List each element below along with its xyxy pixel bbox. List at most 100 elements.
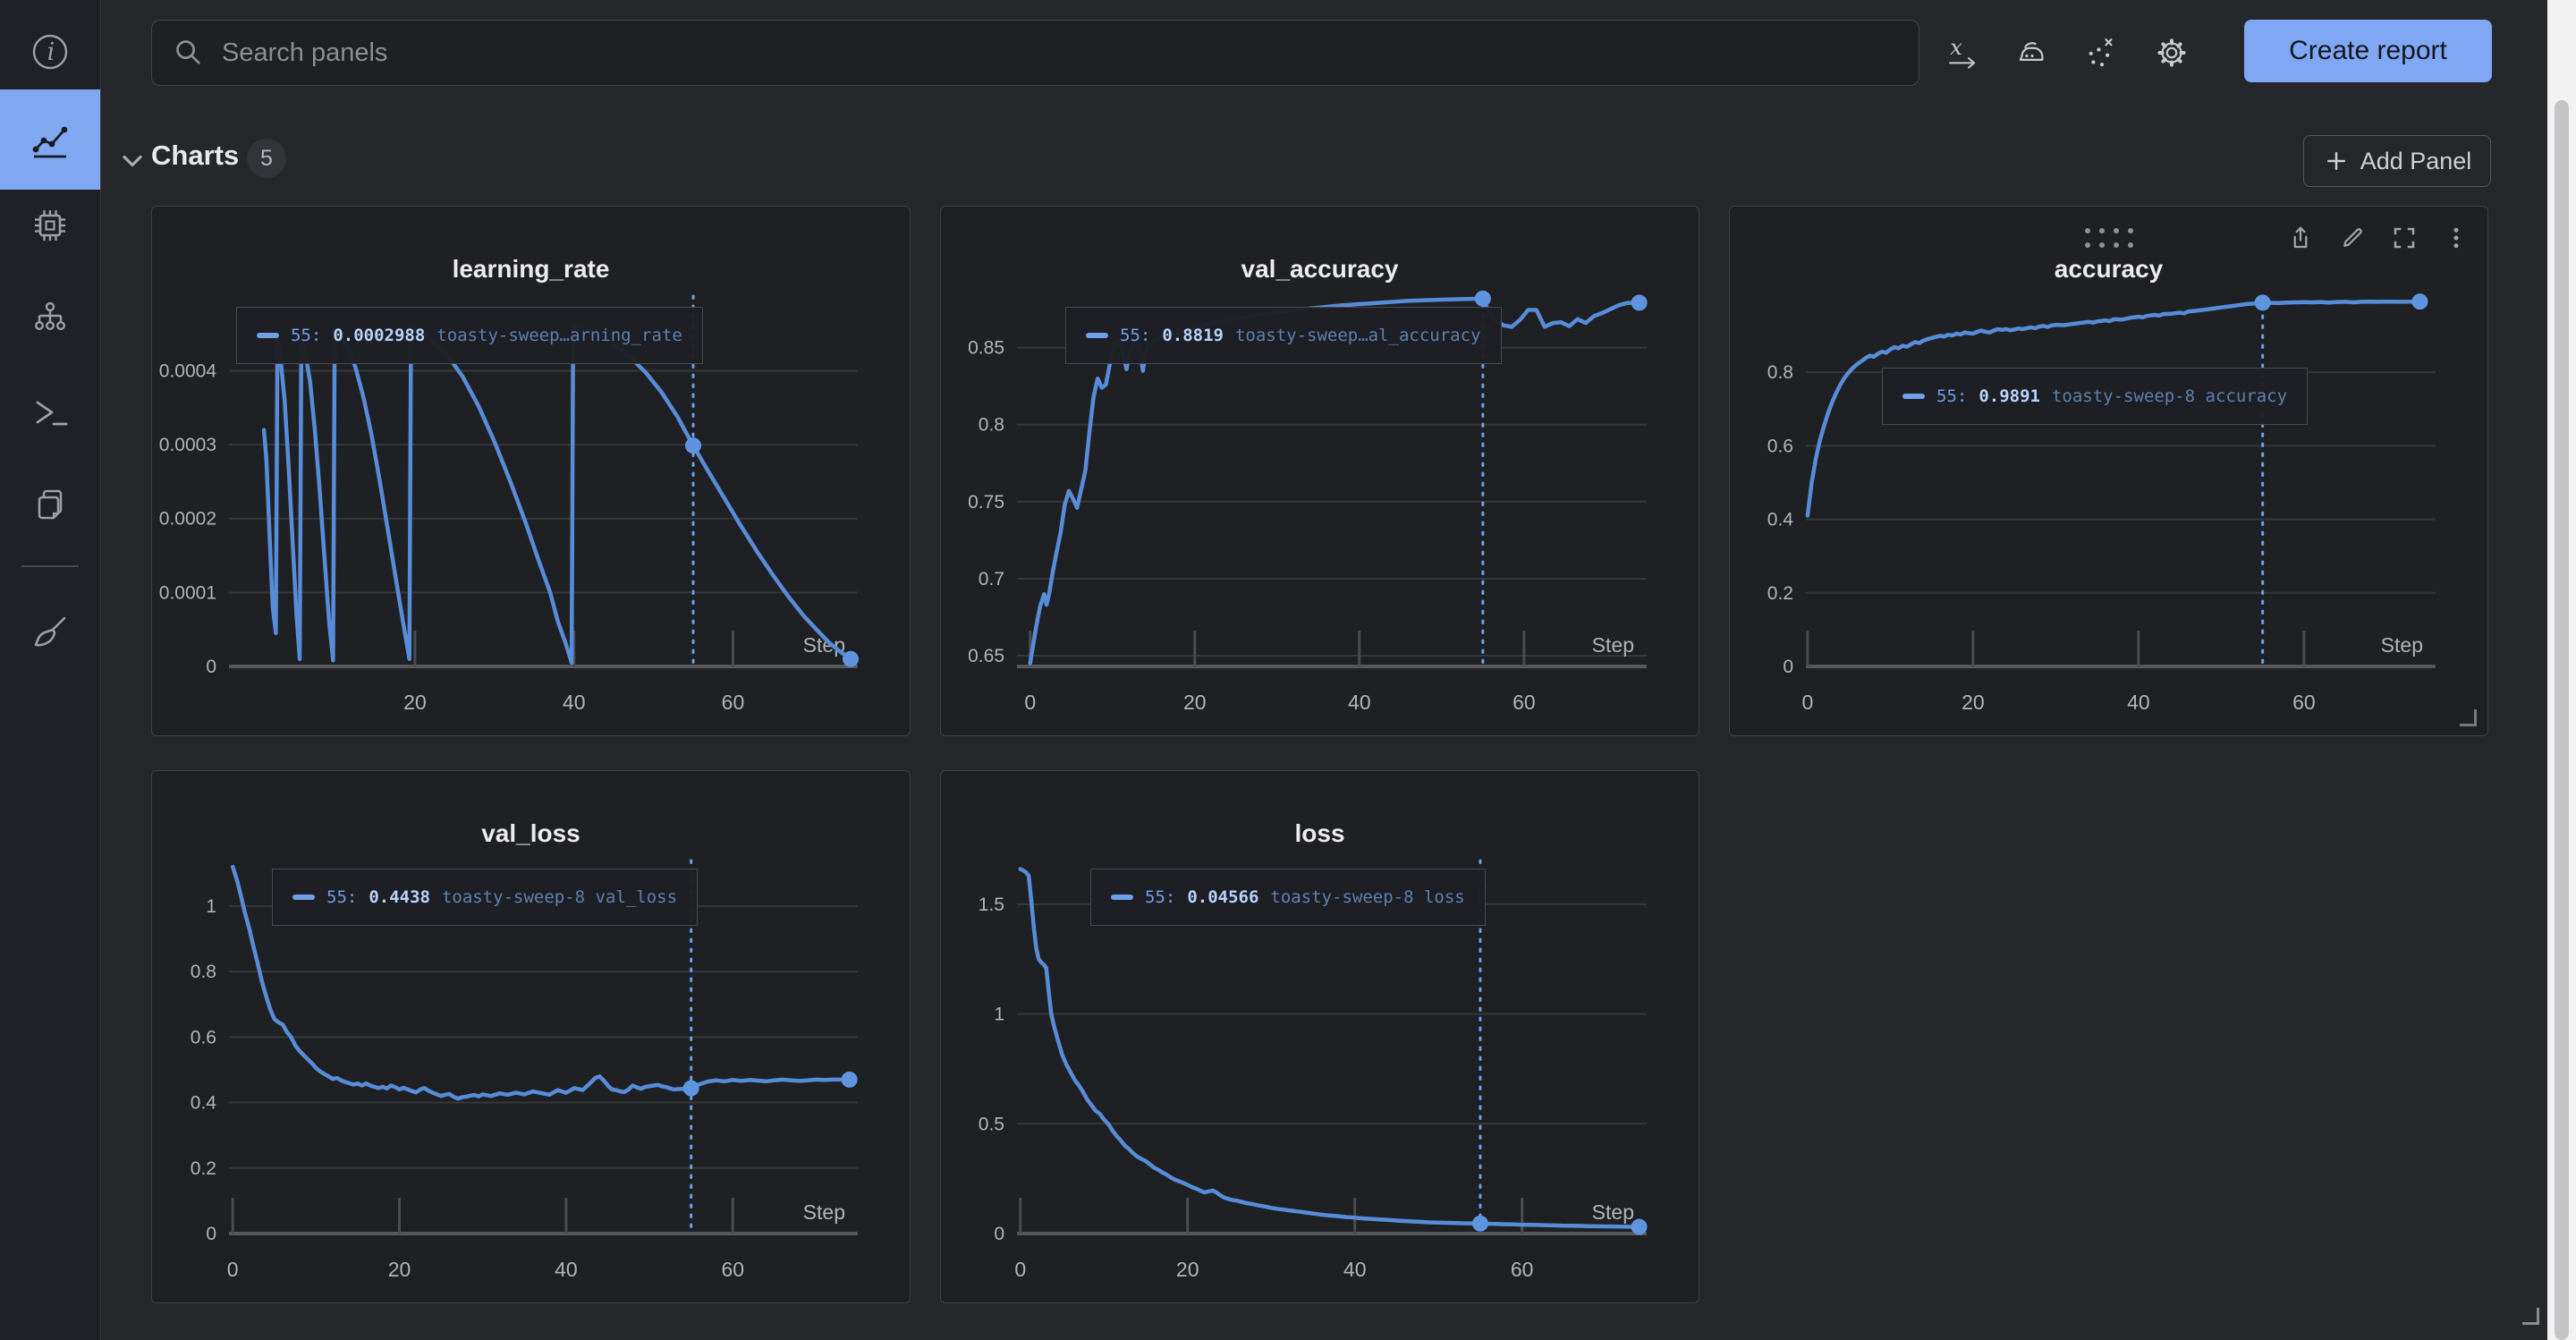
tooltip-step: 55: (291, 326, 322, 345)
x-tick-label: 20 (1183, 691, 1207, 714)
drag-handle-dots[interactable] (2084, 228, 2133, 248)
terminal-icon (29, 391, 72, 434)
sidebar-item-files-icon[interactable] (0, 463, 100, 546)
plus-icon (2326, 152, 2345, 170)
y-tick-label: 0.8 (979, 415, 1004, 436)
charts-section-header: Charts 5 Add Panel (0, 132, 2576, 190)
chart-title: loss (1294, 819, 1345, 847)
x-tick-label: 40 (1348, 691, 1371, 714)
x-tick-label: 0 (1024, 691, 1036, 714)
chart-plot: 1 0.8 0.6 0.4 0.2 00 20 40 60 Step (191, 859, 858, 1281)
tooltip-value: 0.9891 (1979, 386, 2040, 406)
x-tick-label: 60 (2292, 691, 2316, 714)
chip-icon (29, 204, 72, 247)
x-tick-label: 60 (1511, 1258, 1534, 1281)
sidebar-item-terminal-icon[interactable] (0, 371, 100, 454)
x-tick-label: 60 (721, 1258, 744, 1281)
panel-hover-toolbar (2285, 223, 2471, 253)
chart-panel-val_loss[interactable]: val_loss 1 0.8 0.6 0.4 0.2 0 0 20 40 60 Step 55: 0.44… (151, 770, 911, 1303)
sidebar-item-line-chart-icon[interactable] (0, 89, 100, 190)
y-tick-label: 0.75 (968, 492, 1004, 513)
y-tick-label: 0 (206, 657, 216, 677)
y-tick-label: 0.0002 (159, 509, 216, 530)
series-end-point (1631, 1218, 1648, 1235)
y-tick-label: 0.4 (191, 1093, 217, 1114)
create-report-button[interactable]: Create report (2244, 20, 2492, 82)
y-tick-label: 1 (994, 1005, 1004, 1025)
chart-tooltip: 55: 0.0002988 toasty-sweep…arning_rate (236, 307, 703, 364)
scrollbar-thumb[interactable] (2555, 100, 2569, 1340)
x-tick-label: 0 (227, 1258, 239, 1281)
y-tick-label: 0.7 (979, 569, 1004, 589)
tooltip-step: 55: (1145, 887, 1176, 907)
x-tick-label: 20 (1176, 1258, 1199, 1281)
tooltip-series-label: toasty-sweep-8 loss (1270, 887, 1465, 907)
y-tick-label: 0.8 (191, 962, 216, 982)
y-tick-label: 0.6 (191, 1027, 216, 1047)
search-panels-box[interactable] (151, 20, 1919, 86)
chart-plot: 0.8 0.6 0.4 0.2 00 20 40 60 Step (1767, 293, 2436, 714)
x-tick-label: 40 (1343, 1258, 1367, 1281)
chart-panel-loss[interactable]: loss 1.5 1 0.5 0 0 20 40 60 Step 55: 0.04566 toasty-… (940, 770, 1699, 1303)
y-tick-label: 0.2 (1767, 583, 1793, 604)
charts-section-title: Charts (151, 140, 240, 171)
panel-resize-handle[interactable] (2460, 709, 2477, 726)
y-tick-label: 0.5 (979, 1114, 1004, 1134)
x-tick-label: 0 (1801, 691, 1813, 714)
add-panel-button[interactable]: Add Panel (2303, 135, 2491, 187)
share-icon (2287, 225, 2314, 251)
fullscreen-icon (2391, 225, 2418, 251)
chart-tooltip: 55: 0.04566 toasty-sweep-8 loss (1090, 869, 1486, 926)
sidebar-item-chip-icon[interactable] (0, 184, 100, 267)
tooltip-step: 55: (1120, 326, 1151, 345)
model-tree-icon (29, 299, 72, 342)
svg-text:i: i (47, 38, 55, 66)
sidebar-item-broom-icon[interactable] (0, 591, 100, 674)
scatter-x-icon-button[interactable] (2079, 30, 2125, 76)
chart-panel-learning_rate[interactable]: learning_rate 0.0004 0.0003 0.0002 0.0001 0 20… (151, 206, 911, 736)
x-tick-label: 20 (388, 1258, 411, 1281)
y-tick-label: 0 (1783, 657, 1793, 677)
chart-title: learning_rate (452, 255, 610, 283)
chart-title: accuracy (2054, 255, 2164, 283)
scrollbar-track[interactable] (2547, 0, 2576, 1340)
crosshair-point (1474, 290, 1491, 307)
y-tick-label: 0.4 (1767, 510, 1794, 530)
broom-icon (29, 611, 72, 654)
crosshair-point (2254, 294, 2271, 311)
tooltip-series-label: toasty-sweep…arning_rate (436, 326, 682, 345)
y-tick-label: 0.2 (191, 1158, 216, 1179)
series-end-point (843, 650, 860, 667)
series-line (261, 324, 853, 666)
y-tick-label: 1 (206, 896, 216, 917)
y-tick-label: 0.65 (968, 646, 1004, 666)
kebab-icon-button[interactable] (2441, 223, 2471, 253)
chart-panel-val_accuracy[interactable]: val_accuracy 0.85 0.8 0.75 0.7 0.65 0 20 40 60 Ste… (940, 206, 1699, 736)
y-tick-label: 0.8 (1767, 362, 1793, 383)
gear-icon-button[interactable] (2148, 30, 2195, 76)
info-icon: i (29, 30, 72, 73)
series-end-point (2411, 293, 2428, 310)
y-tick-label: 0.0001 (159, 582, 216, 603)
iron-icon-button[interactable] (2009, 30, 2055, 76)
x-tick-label: 60 (722, 691, 745, 714)
kebab-icon (2443, 225, 2470, 251)
tooltip-value: 0.4438 (369, 887, 430, 907)
x-axis-icon: x (1944, 34, 1981, 72)
pencil-icon-button[interactable] (2337, 223, 2368, 253)
sidebar-item-info-icon[interactable]: i (0, 11, 100, 93)
share-icon-button[interactable] (2285, 223, 2316, 253)
fullscreen-icon-button[interactable] (2389, 223, 2419, 253)
sidebar-item-model-tree-icon[interactable] (0, 279, 100, 361)
chart-tooltip: 55: 0.4438 toasty-sweep-8 val_loss (272, 869, 699, 926)
y-tick-label: 0.6 (1767, 436, 1793, 456)
tooltip-step: 55: (1936, 386, 1968, 406)
search-panels-input[interactable] (220, 37, 1897, 69)
chevron-down-icon[interactable] (116, 145, 148, 177)
x-tick-label: 60 (1513, 691, 1536, 714)
x-axis-icon-button[interactable]: x (1939, 30, 1986, 76)
page-resize-handle[interactable] (2522, 1308, 2539, 1325)
chart-panel-accuracy[interactable]: accuracy 0.8 0.6 0.4 0.2 0 0 20 40 60 Step 55: 0.989… (1729, 206, 2488, 736)
legend-dash-icon (257, 333, 279, 338)
